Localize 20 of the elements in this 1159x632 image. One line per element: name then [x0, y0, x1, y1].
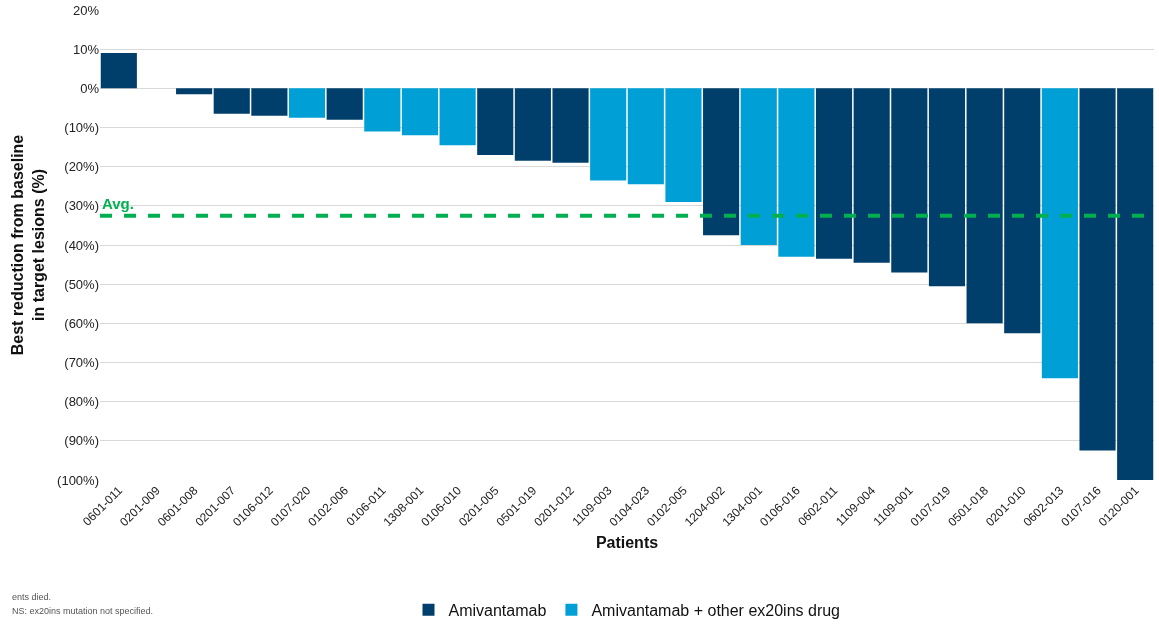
text: NS: ex20ins mutation not specified.	[12, 606, 154, 616]
legend-label: Amivantamab + other ex20ins drug	[591, 601, 841, 619]
y-tick-label: (80%)	[64, 394, 99, 410]
y-axis-title: Best reduction from baseline in target lesions (%)	[9, 134, 47, 356]
y-tick-label: (10%)	[64, 120, 99, 136]
y-tick-label: (40%)	[64, 237, 99, 253]
text: ents died.	[12, 592, 52, 602]
legend-label: Amivantamab	[448, 601, 547, 619]
y-tick-label: (50%)	[64, 276, 99, 292]
y-tick-label: (70%)	[64, 355, 99, 371]
y-tick-label: 0%	[80, 80, 100, 96]
y-tick-label: (100%)	[57, 472, 99, 488]
y-tick-label: (60%)	[64, 315, 99, 331]
y-tick-label: (90%)	[64, 433, 99, 449]
y-tick-label: (20%)	[64, 159, 99, 175]
y-tick-label: 10%	[72, 41, 100, 57]
y-tick-label: 20%	[72, 2, 100, 18]
ref-line-label: Avg.	[102, 195, 134, 212]
y-tick-label: (30%)	[64, 198, 99, 214]
x-axis-title: Patients	[595, 533, 659, 551]
